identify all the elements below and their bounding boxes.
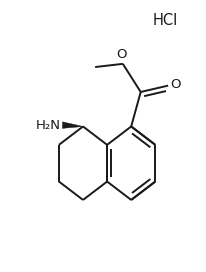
Text: O: O [171, 78, 181, 91]
Text: H₂N: H₂N [36, 119, 61, 132]
Polygon shape [62, 122, 83, 128]
Text: O: O [117, 48, 127, 61]
Text: HCl: HCl [152, 13, 177, 28]
